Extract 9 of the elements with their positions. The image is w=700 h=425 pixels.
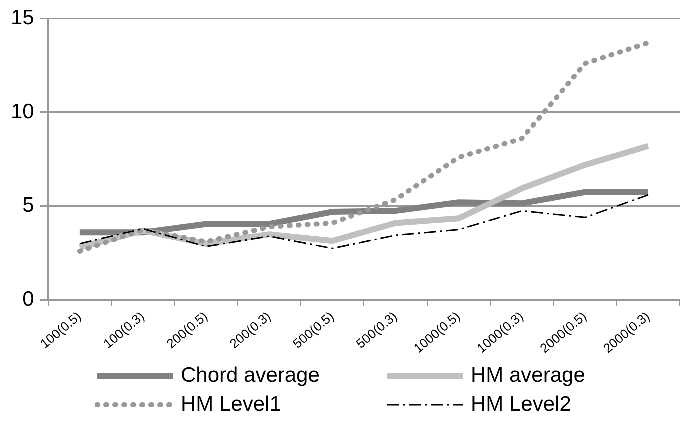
- legend-label: HM Level1: [181, 392, 282, 416]
- y-tick-label: 5: [22, 194, 34, 218]
- legend-label: HM Level2: [471, 392, 572, 416]
- y-tick-label: 10: [11, 100, 34, 124]
- y-tick-label: 0: [22, 288, 34, 312]
- line-series: [79, 194, 650, 250]
- legend-label: Chord average: [181, 364, 320, 388]
- legend-label: HM average: [471, 364, 586, 388]
- y-tick-label: 15: [11, 6, 34, 30]
